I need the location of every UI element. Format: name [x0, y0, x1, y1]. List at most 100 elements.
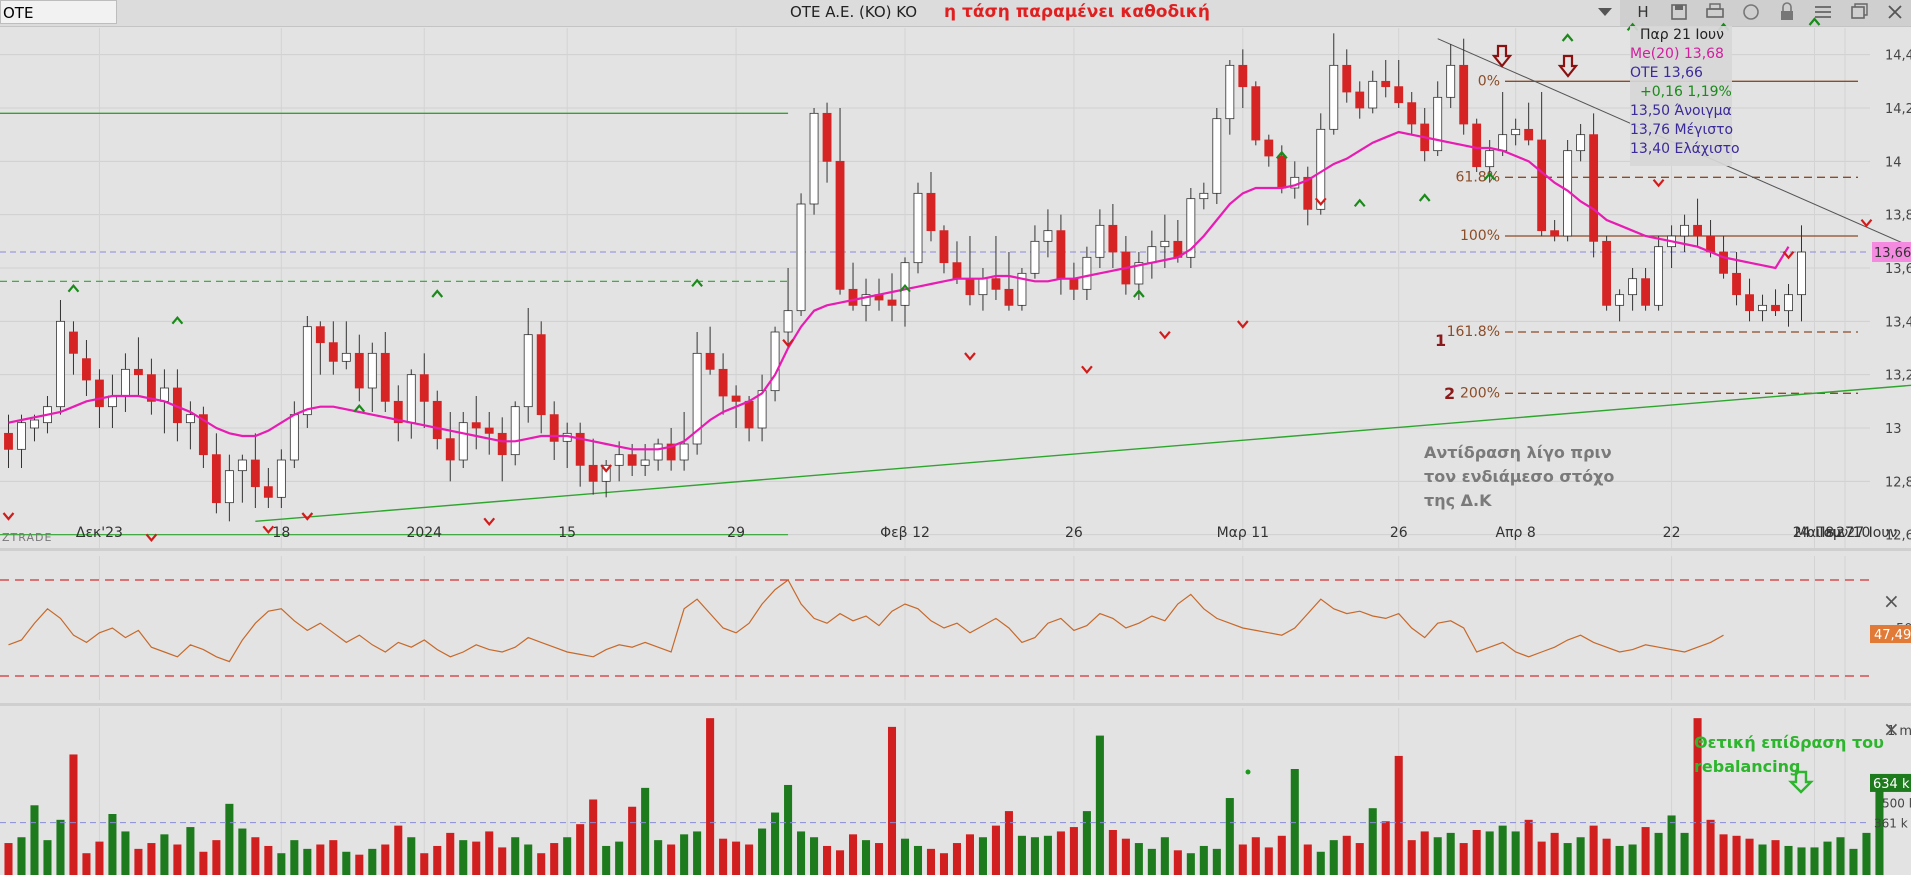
time-tick-label: Φεβ 12	[880, 525, 930, 541]
reaction-line-2: τον ενδιάμεσο στόχο	[1424, 467, 1615, 486]
candle-body	[1095, 224, 1105, 258]
candle	[1147, 230, 1157, 279]
down-arrow-icon	[1491, 44, 1513, 68]
candle	[121, 353, 130, 412]
menu-icon[interactable]	[1810, 0, 1836, 24]
time-tick-label: 27	[1836, 525, 1854, 541]
candle-body	[978, 278, 988, 296]
volume-bar	[225, 803, 234, 875]
volume-bar	[978, 837, 987, 875]
volume-bar	[758, 828, 767, 875]
time-tick-label: Μαρ 11	[1217, 525, 1269, 541]
volume-bar	[1108, 829, 1117, 875]
candle	[237, 454, 247, 503]
lock-icon[interactable]	[1774, 0, 1800, 24]
candle-body	[341, 352, 351, 362]
volume-bar	[1251, 837, 1260, 875]
volume-bar	[303, 848, 312, 875]
volume-bar	[1459, 843, 1468, 875]
swing-high-marker	[1483, 171, 1496, 181]
candle	[1264, 134, 1274, 167]
link-icon[interactable]	[1738, 0, 1764, 24]
candle	[1017, 268, 1027, 311]
volume-bar	[913, 845, 923, 875]
rebalancing-line-2: rebalancing	[1694, 757, 1801, 776]
swing-low-marker	[1652, 178, 1665, 188]
candle	[1238, 49, 1248, 108]
rising-trendline	[255, 384, 1911, 523]
candle	[315, 321, 325, 375]
candle-body	[82, 358, 91, 381]
time-tick-label: 15	[558, 525, 576, 541]
candle-body	[809, 112, 819, 205]
candle-body	[575, 432, 585, 466]
volume-bar	[420, 853, 429, 875]
price-tick-label: 13,2	[1885, 369, 1911, 384]
volume-bar	[1693, 718, 1702, 875]
candle	[1615, 289, 1625, 322]
candle	[991, 236, 1001, 300]
time-tick-label: Μαι 8	[1795, 525, 1834, 541]
swing-low-marker	[483, 517, 496, 527]
rsi-panel-separator	[0, 703, 1911, 706]
chevron-down-icon[interactable]	[1590, 0, 1620, 24]
volume-bar	[1277, 835, 1286, 875]
candle-body	[1758, 304, 1767, 312]
candle-body	[133, 368, 143, 376]
print-icon[interactable]	[1702, 0, 1728, 24]
candle	[82, 340, 91, 396]
candle-body	[1524, 128, 1534, 141]
volume-bar	[1290, 768, 1299, 875]
candle-body	[380, 352, 390, 402]
volume-dot	[1245, 769, 1251, 775]
volume-bar	[849, 834, 858, 875]
candle-body	[1472, 123, 1482, 168]
price-tick-label: 14,2	[1885, 102, 1911, 117]
swing-low-marker	[1159, 330, 1171, 340]
volume-bar	[1238, 844, 1247, 875]
volume-bar	[1355, 843, 1364, 875]
time-tick-label: Δεκ'23	[76, 525, 123, 541]
volume-bar	[771, 812, 780, 875]
volume-bar	[810, 837, 819, 875]
swing-high-marker	[1808, 17, 1821, 26]
window-icon[interactable]	[1846, 0, 1872, 24]
volume-bar	[524, 844, 533, 875]
candle	[1433, 81, 1443, 156]
volume-bar	[199, 851, 208, 875]
candle	[393, 385, 403, 442]
candle	[198, 406, 208, 468]
candle-body	[822, 112, 832, 162]
close-icon[interactable]	[1882, 0, 1908, 24]
candle-body	[1043, 230, 1053, 242]
candle	[341, 321, 351, 370]
candle-body	[30, 419, 39, 429]
candle	[523, 308, 533, 423]
candle-body	[159, 387, 169, 402]
candle	[1745, 278, 1754, 322]
volume-bar	[1199, 845, 1208, 875]
candle-body	[4, 432, 13, 450]
candle	[1381, 60, 1391, 98]
rsi-panel: 5047,49×	[0, 579, 1911, 677]
candle	[562, 422, 572, 468]
candle-body	[861, 294, 871, 306]
volume-bar	[1160, 837, 1169, 875]
volume-bar	[251, 837, 260, 875]
symbol-input[interactable]: OTE	[0, 0, 117, 24]
volume-bar	[56, 819, 65, 875]
volume-bar	[1537, 841, 1546, 875]
fib-level-label: 100%	[1460, 228, 1500, 244]
price-tick-label: 12,8	[1885, 475, 1911, 490]
candle	[1511, 118, 1521, 146]
save-icon[interactable]	[1666, 0, 1692, 24]
volume-bar	[82, 853, 91, 875]
swing-high-marker	[431, 289, 444, 298]
volume-bar	[43, 840, 52, 875]
h-button[interactable]: H	[1637, 3, 1649, 21]
candle-body	[926, 192, 936, 232]
volume-bar	[693, 831, 702, 875]
candle-body	[95, 379, 104, 408]
info-low: 13,40 Ελάχιστο	[1630, 141, 1740, 157]
